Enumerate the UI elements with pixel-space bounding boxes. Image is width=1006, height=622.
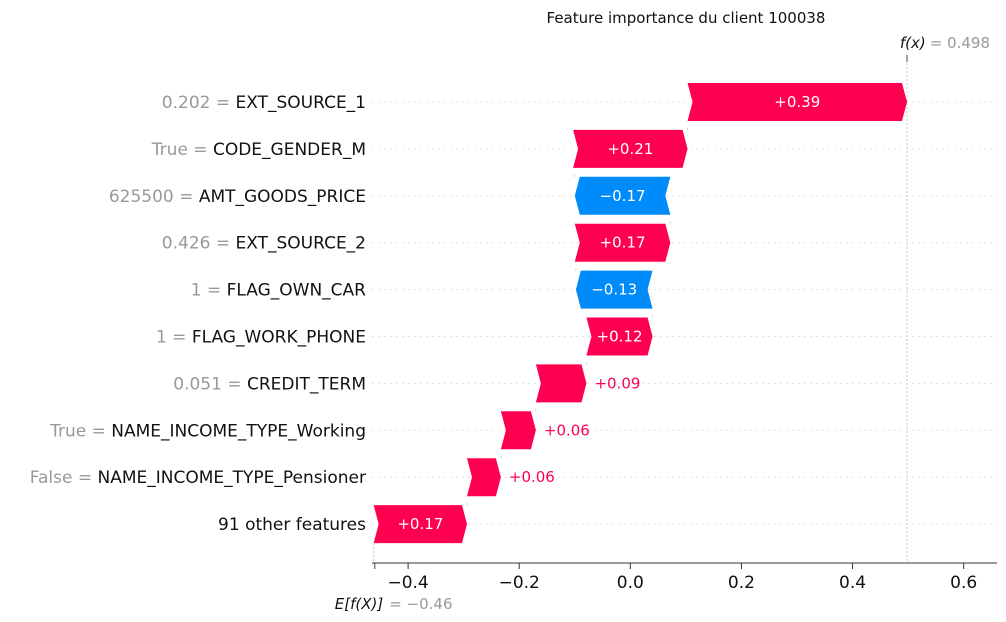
x-axis: −0.4 −0.2 0.0 0.2 0.4 0.6 — [372, 562, 997, 593]
bar-value-label: +0.21 — [607, 140, 653, 158]
x-tick-label: 0.4 — [839, 573, 866, 593]
feature-label: 0.051 = CREDIT_TERM — [173, 374, 366, 394]
feature-name: EXT_SOURCE_1 — [236, 93, 366, 113]
bars: +0.39 +0.21 −0.17 +0.17 −0.13 +0.12 +0.09 +0.06… — [373, 83, 907, 544]
feature-label: True = NAME_INCOME_TYPE_Working — [49, 421, 366, 441]
feature-name: AMT_GOODS_PRICE — [199, 187, 366, 207]
grid-lines — [372, 101, 997, 525]
feature-name: NAME_INCOME_TYPE_Working — [111, 421, 366, 441]
feature-label: 0.202 = EXT_SOURCE_1 — [162, 93, 366, 113]
feature-name: CREDIT_TERM — [247, 374, 366, 394]
waterfall-bar — [573, 129, 688, 168]
bar-value-label: −0.17 — [600, 187, 646, 205]
bar-value-label: +0.12 — [597, 328, 643, 346]
fx-value: = 0.498 — [930, 34, 990, 52]
feature-name: NAME_INCOME_TYPE_Pensioner — [98, 468, 367, 488]
feature-name: 91 other features — [218, 515, 366, 535]
feature-value: False — [30, 468, 73, 488]
waterfall-bar — [574, 223, 671, 262]
feature-label: 1 = FLAG_WORK_PHONE — [156, 328, 366, 348]
bar-value-label: +0.39 — [774, 93, 820, 111]
feature-labels: 0.202 = EXT_SOURCE_1 True = CODE_GENDER_M… — [30, 93, 366, 535]
feature-value: 625500 — [109, 187, 174, 207]
fx-label: f(x) — [900, 34, 926, 52]
bar-value-label: +0.17 — [397, 515, 443, 533]
feature-label: True = CODE_GENDER_M — [151, 140, 366, 160]
x-tick-label: −0.2 — [499, 573, 540, 593]
bar-value-label: +0.06 — [509, 468, 555, 486]
feature-equals: = — [167, 328, 192, 348]
waterfall-bar — [467, 458, 501, 497]
waterfall-bar — [586, 317, 653, 356]
feature-value: 1 — [156, 328, 167, 348]
waterfall-bar — [373, 505, 467, 544]
base-label: E[f(X)] — [335, 595, 384, 613]
annotations: f(x) = 0.498 E[f(X)] = −0.46 — [335, 34, 990, 613]
waterfall-bar — [500, 411, 536, 450]
bar-value-label: −0.13 — [591, 281, 637, 299]
feature-label: 0.426 = EXT_SOURCE_2 — [162, 234, 366, 254]
waterfall-bar — [574, 176, 671, 215]
waterfall-bar — [575, 270, 653, 309]
x-tick-label: 0.6 — [950, 573, 977, 593]
feature-equals: = — [72, 468, 97, 488]
x-tick-label: 0.2 — [728, 573, 755, 593]
waterfall-bar — [535, 364, 587, 403]
reference-lines — [373, 55, 908, 569]
feature-equals: = — [210, 93, 235, 113]
bar-value-label: +0.17 — [600, 234, 646, 252]
feature-value: True — [49, 421, 86, 441]
feature-equals: = — [210, 234, 235, 254]
feature-equals: = — [202, 281, 227, 301]
feature-label: 91 other features — [218, 515, 366, 535]
x-tick-label: 0.0 — [617, 573, 644, 593]
feature-name: CODE_GENDER_M — [213, 140, 366, 160]
feature-equals: = — [86, 421, 111, 441]
feature-name: EXT_SOURCE_2 — [236, 234, 366, 254]
waterfall-bar — [687, 83, 907, 121]
bar-value-label: +0.09 — [594, 374, 640, 392]
base-value: = −0.46 — [389, 595, 452, 613]
feature-value: True — [151, 140, 188, 160]
x-tick-label: −0.4 — [387, 573, 428, 593]
feature-value: 0.426 — [162, 234, 211, 254]
bar-value-label: +0.06 — [544, 421, 590, 439]
feature-value: 0.202 — [162, 93, 211, 113]
feature-equals: = — [222, 374, 247, 394]
feature-equals: = — [174, 187, 199, 207]
feature-label: 1 = FLAG_OWN_CAR — [191, 281, 366, 301]
base-annotation: E[f(X)] = −0.46 — [335, 595, 453, 613]
fx-annotation: f(x) = 0.498 — [900, 34, 990, 52]
feature-name: FLAG_OWN_CAR — [227, 281, 367, 301]
chart-title: Feature importance du client 100038 — [547, 9, 826, 27]
feature-value: 0.051 — [173, 374, 222, 394]
feature-label: 625500 = AMT_GOODS_PRICE — [109, 187, 366, 207]
feature-equals: = — [188, 140, 213, 160]
feature-name: FLAG_WORK_PHONE — [192, 328, 366, 348]
feature-value: 1 — [191, 281, 202, 301]
feature-label: False = NAME_INCOME_TYPE_Pensioner — [30, 468, 366, 488]
